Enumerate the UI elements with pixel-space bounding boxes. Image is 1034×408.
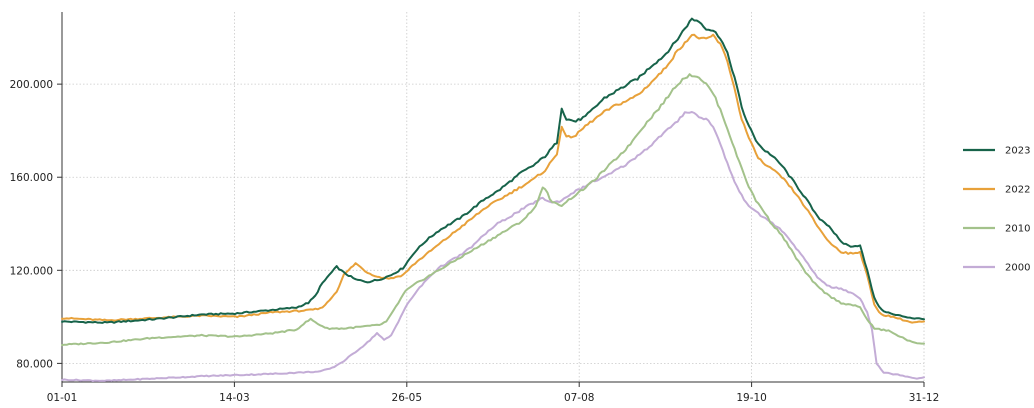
x-tick-label: 31-12 [909, 392, 940, 404]
legend-label: 2000 [1005, 263, 1030, 274]
series-lines [61, 17, 925, 382]
legend-item-2023[interactable]: 2023 [963, 146, 1030, 157]
y-tick-label: 160.000 [10, 172, 53, 184]
series-line-2010 [61, 73, 925, 347]
y-tick-label: 80.000 [16, 358, 53, 370]
series-line-2023 [61, 17, 925, 324]
x-tick-label: 26-05 [392, 392, 423, 404]
legend-item-2022[interactable]: 2022 [963, 185, 1030, 196]
y-tick-label: 200.000 [10, 79, 53, 91]
legend-label: 2022 [1005, 185, 1030, 196]
x-tick-label: 14-03 [219, 392, 250, 404]
x-tick-label: 07-08 [564, 392, 595, 404]
x-tick-label: 01-01 [47, 392, 78, 404]
legend-label: 2010 [1005, 224, 1030, 235]
y-tick-label: 120.000 [10, 265, 53, 277]
series-line-2000 [61, 111, 925, 382]
legend: 2023 2022 2010 2000 [963, 146, 1030, 274]
series-line-2022 [61, 33, 925, 324]
axes: 01-01 14-03 26-05 07-08 19-10 31-12 80.000 120.… [10, 12, 940, 404]
x-tick-label: 19-10 [736, 392, 767, 404]
grid [61, 12, 925, 382]
legend-item-2010[interactable]: 2010 [963, 224, 1030, 235]
legend-item-2000[interactable]: 2000 [963, 263, 1030, 274]
legend-label: 2023 [1005, 146, 1030, 157]
